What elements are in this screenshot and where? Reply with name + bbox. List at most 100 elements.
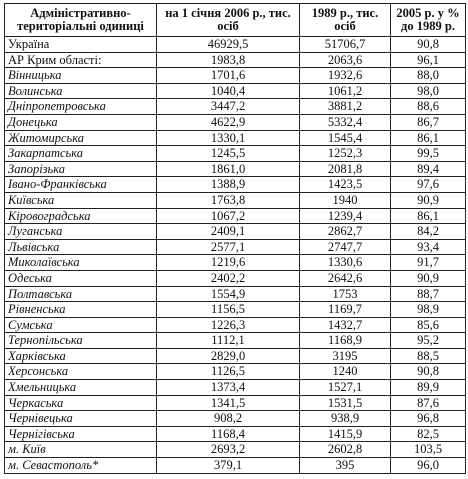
population-2006-cell: 1861,0 <box>156 160 300 178</box>
population-1989-cell: 1240 <box>299 363 391 381</box>
header-row: Адміністративно-територіальні одиниці на… <box>4 3 466 37</box>
population-1989-cell: 1423,5 <box>299 176 391 193</box>
population-1989-cell: 51706,7 <box>299 36 391 53</box>
percent-change-cell: 96,1 <box>390 51 466 69</box>
population-2006-cell: 1330,1 <box>156 129 300 147</box>
region-name-cell: Вінницька <box>4 67 157 84</box>
region-name-cell: м. Севастополь* <box>4 457 157 474</box>
region-name-cell: Одеська <box>4 269 157 287</box>
population-2006-cell: 1388,9 <box>156 176 300 193</box>
percent-change-cell: 99,5 <box>390 145 466 162</box>
population-2006-cell: 1156,5 <box>156 301 300 318</box>
table-row: Львівська 2577,1 2747,7 93,4 <box>4 238 466 256</box>
table-row: Чернігівська 1168,4 1415,9 82,5 <box>4 425 466 443</box>
percent-change-cell: 89,4 <box>390 160 466 178</box>
percent-change-cell: 82,5 <box>390 425 466 443</box>
population-1989-cell: 1432,7 <box>299 316 391 334</box>
population-2006-cell: 1168,4 <box>156 425 300 443</box>
percent-change-cell: 84,2 <box>390 223 466 240</box>
population-2006-cell: 2829,0 <box>156 347 300 365</box>
population-1989-cell: 3195 <box>299 347 391 365</box>
percent-change-cell: 95,2 <box>390 332 466 349</box>
population-2006-cell: 908,2 <box>156 410 300 427</box>
table-row: Закарпатська 1245,5 1252,3 99,5 <box>4 145 466 162</box>
percent-change-cell: 90,8 <box>390 363 466 381</box>
population-table: Адміністративно-територіальні одиниці на… <box>4 3 466 474</box>
population-2006-cell: 4622,9 <box>156 113 300 131</box>
population-1989-cell: 1061,2 <box>299 82 391 100</box>
percent-change-cell: 88,0 <box>390 67 466 84</box>
header-population-2006: на 1 січня 2006 р., тис. осіб <box>156 3 300 37</box>
population-2006-cell: 1341,5 <box>156 394 300 412</box>
population-2006-cell: 1126,5 <box>156 363 300 381</box>
region-name-cell: АР Крим області: <box>4 51 157 69</box>
percent-change-cell: 98,0 <box>390 82 466 100</box>
table-row: Житомирська 1330,1 1545,4 86,1 <box>4 129 466 147</box>
header-region: Адміністративно-територіальні одиниці <box>4 3 157 37</box>
region-name-cell: Миколаївська <box>4 254 157 271</box>
population-1989-cell: 1252,3 <box>299 145 391 162</box>
table-row: Кіровоградська 1067,2 1239,4 86,1 <box>4 207 466 225</box>
population-2006-cell: 1245,5 <box>156 145 300 162</box>
population-1989-cell: 1415,9 <box>299 425 391 443</box>
table-row: Одеська 2402,2 2642,6 90,9 <box>4 269 466 287</box>
table-row: м. Севастополь* 379,1 395 96,0 <box>4 457 466 474</box>
population-1989-cell: 2602,8 <box>299 441 391 459</box>
table-row: Волинська 1040,4 1061,2 98,0 <box>4 82 466 100</box>
percent-change-cell: 87,6 <box>390 394 466 412</box>
population-2006-cell: 1067,2 <box>156 207 300 225</box>
population-2006-cell: 1763,8 <box>156 191 300 209</box>
population-1989-cell: 1753 <box>299 285 391 303</box>
region-name-cell: Хмельницька <box>4 379 157 396</box>
population-1989-cell: 3881,2 <box>299 98 391 115</box>
population-1989-cell: 395 <box>299 457 391 474</box>
table-row: Запорізька 1861,0 2081,8 89,4 <box>4 160 466 178</box>
population-table-document: Адміністративно-територіальні одиниці на… <box>4 3 466 474</box>
population-2006-cell: 1226,3 <box>156 316 300 334</box>
percent-change-cell: 90,8 <box>390 36 466 53</box>
population-1989-cell: 1940 <box>299 191 391 209</box>
population-1989-cell: 1168,9 <box>299 332 391 349</box>
population-2006-cell: 1983,8 <box>156 51 300 69</box>
table-row: Івано-Франківська 1388,9 1423,5 97,6 <box>4 176 466 193</box>
header-population-1989: 1989 р., тис. осіб <box>299 3 391 37</box>
percent-change-cell: 96,8 <box>390 410 466 427</box>
population-1989-cell: 2063,6 <box>299 51 391 69</box>
region-name-cell: Івано-Франківська <box>4 176 157 193</box>
percent-change-cell: 93,4 <box>390 238 466 256</box>
region-name-cell: Кіровоградська <box>4 207 157 225</box>
region-name-cell: Херсонська <box>4 363 157 381</box>
population-1989-cell: 1545,4 <box>299 129 391 147</box>
population-1989-cell: 938,9 <box>299 410 391 427</box>
population-2006-cell: 2693,2 <box>156 441 300 459</box>
percent-change-cell: 86,1 <box>390 129 466 147</box>
population-2006-cell: 2577,1 <box>156 238 300 256</box>
population-1989-cell: 1932,6 <box>299 67 391 84</box>
region-name-cell: Луганська <box>4 223 157 240</box>
table-row: м. Київ 2693,2 2602,8 103,5 <box>4 441 466 459</box>
table-row: Херсонська 1126,5 1240 90,8 <box>4 363 466 381</box>
region-name-cell: Чернівецька <box>4 410 157 427</box>
region-name-cell: Дніпропетровська <box>4 98 157 115</box>
percent-change-cell: 103,5 <box>390 441 466 459</box>
region-name-cell: Харківська <box>4 347 157 365</box>
table-row: Київська 1763,8 1940 90,9 <box>4 191 466 209</box>
region-name-cell: Полтавська <box>4 285 157 303</box>
table-row: Вінницька 1701,6 1932,6 88,0 <box>4 67 466 84</box>
population-1989-cell: 1330,6 <box>299 254 391 271</box>
table-row: Полтавська 1554,9 1753 88,7 <box>4 285 466 303</box>
table-row: Донецька 4622,9 5332,4 86,7 <box>4 113 466 131</box>
table-row: Україна 46929,5 51706,7 90,8 <box>4 36 466 53</box>
table-row: АР Крим області: 1983,8 2063,6 96,1 <box>4 51 466 69</box>
percent-change-cell: 85,6 <box>390 316 466 334</box>
table-row: Дніпропетровська 3447,2 3881,2 88,6 <box>4 98 466 115</box>
percent-change-cell: 86,7 <box>390 113 466 131</box>
region-name-cell: Чернігівська <box>4 425 157 443</box>
region-name-cell: Донецька <box>4 113 157 131</box>
region-name-cell: Україна <box>4 36 157 53</box>
population-2006-cell: 1701,6 <box>156 67 300 84</box>
percent-change-cell: 88,5 <box>390 347 466 365</box>
region-name-cell: Львівська <box>4 238 157 256</box>
percent-change-cell: 88,6 <box>390 98 466 115</box>
region-name-cell: м. Київ <box>4 441 157 459</box>
